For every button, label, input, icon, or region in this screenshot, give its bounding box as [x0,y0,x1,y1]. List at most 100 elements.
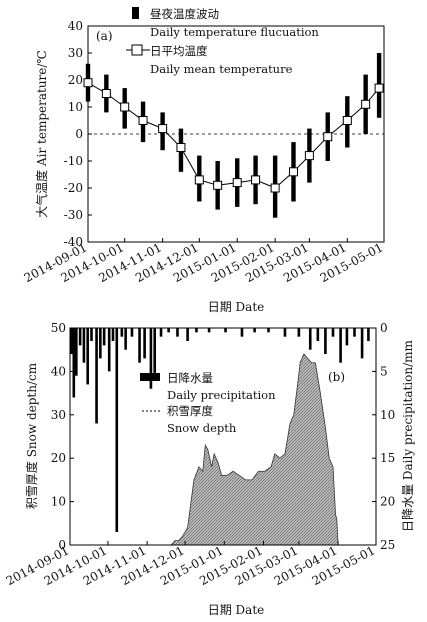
mean-temperature-point [138,116,148,125]
precipitation-bar [367,328,370,342]
legend-snow-label-cn: 积雪厚度 [167,404,213,418]
precipitation-bar [324,328,327,355]
legend-mean-label-en: Daily mean temperature [150,62,293,76]
mean-temperature-point [83,78,93,88]
precipitation-bar [99,328,102,359]
precipitation-bar [95,328,98,424]
legend-mean-label-cn: 日平均温度 [150,44,208,58]
mean-temperature-point [374,83,384,93]
precipitation-bar [72,328,76,398]
precipitation-bar [267,328,270,333]
precipitation-bar [240,328,244,337]
precipitation-bar [316,328,320,342]
legend-fluctuation-swatch [132,7,139,19]
y-tick-label: 30 [68,46,83,60]
precipitation-bar [115,328,119,532]
precipitation-bar [153,328,157,376]
precipitation-bar [297,328,301,337]
right-y-tick-label: 0 [380,321,388,335]
right-y-tick-label: 25 [380,538,395,552]
precipitation-bar [111,328,115,342]
panel-b-snow-precip: (b) 积雪厚度 Snow depth/cm 日降水量 Daily precip… [4,321,415,617]
precipitation-bar [130,328,134,337]
precipitation-bar [345,328,349,346]
mean-temperature-point [158,124,168,134]
mean-temperature-line [87,82,380,189]
precipitation-bar [176,328,179,337]
precipitation-bar [107,328,111,372]
precipitation-bar [124,328,127,350]
mean-temperature-point [101,89,111,98]
precipitation-bar [308,328,312,350]
precipitation-bar [331,328,335,337]
y-tick-label: -20 [64,181,83,195]
precipitation-bar [82,328,86,363]
left-y-tick-label: 50 [51,321,66,335]
left-y-tick-label: 10 [51,495,66,509]
precipitation-bar [138,328,141,363]
legend-precip-label-cn: 日降水量 [167,371,213,385]
precipitation-bar [102,328,106,346]
y-tick-label: -10 [64,154,83,168]
left-y-tick-label: 40 [51,364,66,378]
precipitation-bar [339,328,342,363]
mean-temperature-point [251,175,261,185]
mean-temperature-point [288,167,298,177]
panel-b-left-y-axis-label: 积雪厚度 Snow depth/cm [24,362,39,509]
panel-a-y-axis-label: 大气温度 Air temperature/℃ [34,50,49,218]
precipitation-bar [283,328,287,337]
panel-b-right-y-axis-label: 日降水量 Daily precipitation/mm [401,339,415,531]
panel-a-label: (a) [96,29,113,43]
mean-temperature-point [304,151,314,161]
y-tick-label: -30 [64,208,83,222]
panel-a-legend: 昼夜温度波动 Daily temperature flucuation 日平均温… [126,7,319,76]
left-y-tick-label: 20 [51,451,66,465]
precipitation-bar [86,328,90,385]
mean-temperature-point [361,99,371,109]
panel-a-temperature: (a) 大气温度 Air temperature/℃ 日期 Date 昼夜温度波… [22,7,385,314]
snow-depth-area [170,353,339,546]
precipitation-bar [120,328,124,337]
y-tick-label: 20 [68,73,83,87]
precipitation-bar [353,328,356,337]
mean-temperature-point [232,178,242,188]
legend-fluctuation-label-en: Daily temperature flucuation [150,25,319,39]
mean-temperature-point [342,116,352,125]
legend-precip-label-en: Daily precipitation [167,388,276,402]
precipitation-bar [224,328,227,333]
precipitation-bar [149,328,153,389]
precipitation-bar [167,328,170,333]
mean-temperature-point [194,175,204,185]
precipitation-bar [78,328,82,346]
panel-b-x-axis-label: 日期 Date [208,603,265,617]
mean-temperature-point [120,102,130,112]
mean-temperature-point [176,143,186,152]
y-tick-label: 10 [68,100,83,114]
right-y-tick-label: 10 [380,408,395,422]
y-tick-label: -40 [64,235,83,249]
y-tick-label: 0 [75,127,83,141]
legend-mean-square-swatch [131,44,143,56]
precipitation-bar [159,328,163,337]
right-y-tick-label: 20 [380,495,395,509]
panel-b-frame [69,327,377,546]
precipitation-bar [253,328,256,333]
right-y-tick-label: 15 [380,451,395,465]
mean-temperature-point [270,183,280,193]
panel-b-legend: 日降水量 Daily precipitation 积雪厚度 Snow depth [140,371,276,435]
precipitation-bar [207,328,211,333]
panel-b-label: (b) [328,370,345,384]
precipitation-bar [90,328,93,342]
precipitation-bar [69,328,73,355]
y-tick-label: 40 [68,19,83,33]
precipitation-bar [195,328,198,333]
legend-snow-label-en: Snow depth [167,421,237,435]
left-y-tick-label: 0 [58,538,66,552]
precipitation-bar [143,328,146,359]
panel-a-x-axis-label: 日期 Date [208,300,265,314]
precipitation-bar [75,328,78,376]
precipitation-bar [360,328,364,359]
right-y-tick-label: 5 [380,364,388,378]
precipitation-bar [186,328,189,342]
